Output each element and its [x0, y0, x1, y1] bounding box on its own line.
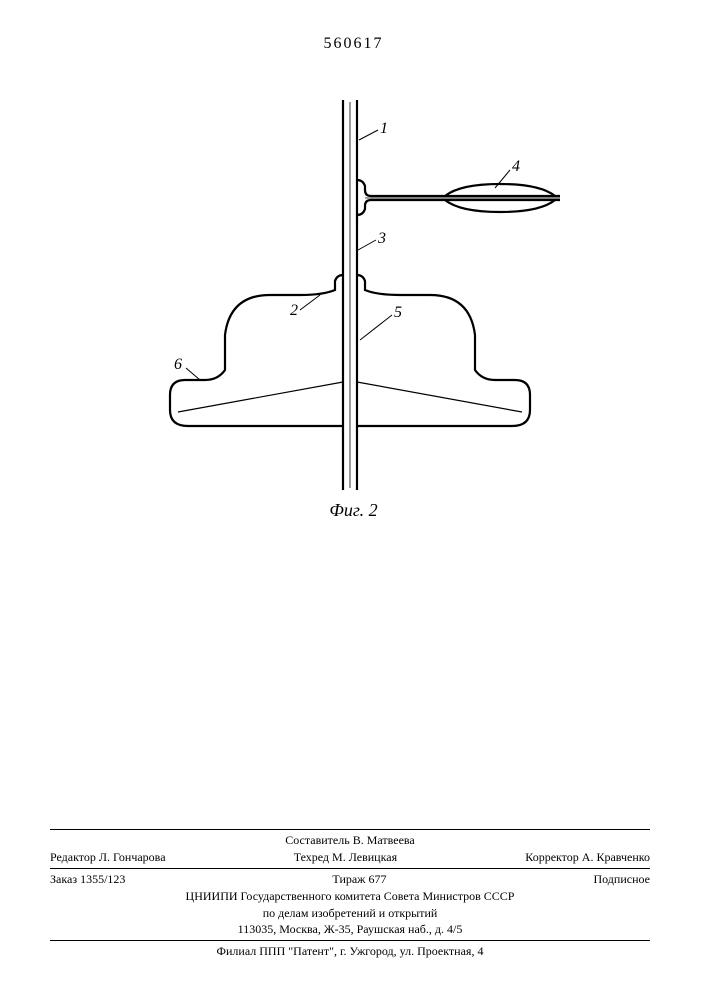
corrector-name: А. Кравченко [582, 850, 650, 864]
podpisnoe: Подписное [593, 871, 650, 888]
footer-rule-2 [50, 868, 650, 869]
callout-5: 5 [394, 304, 402, 322]
tirazh-value: 677 [368, 872, 386, 886]
editor-name: Л. Гончарова [99, 850, 166, 864]
footer-rule-3 [50, 940, 650, 941]
figure-svg [0, 80, 707, 520]
compiler-label: Составитель [285, 833, 349, 847]
compiler-line: Составитель В. Матвеева [50, 832, 650, 849]
callout-2: 2 [290, 302, 298, 320]
tirazh-label: Тираж [332, 872, 365, 886]
order-value: 1355/123 [80, 872, 125, 886]
editor-label: Редактор [50, 850, 96, 864]
callout-3: 3 [378, 230, 386, 248]
branch-line: Филиал ППП "Патент", г. Ужгород, ул. Про… [50, 943, 650, 960]
editor-cell: Редактор Л. Гончарова [50, 849, 166, 866]
techred-cell: Техред М. Левицкая [294, 849, 397, 866]
footer-rule-1 [50, 829, 650, 830]
order-row: Заказ 1355/123 Тираж 677 Подписное [50, 871, 650, 888]
footer-block: Составитель В. Матвеева Редактор Л. Гонч… [50, 827, 650, 960]
callout-6: 6 [174, 356, 182, 374]
callout-4: 4 [512, 158, 520, 176]
page-number: 560617 [0, 35, 707, 53]
techred-name: М. Левицкая [332, 850, 397, 864]
corrector-label: Корректор [525, 850, 579, 864]
callout-1: 1 [380, 120, 388, 138]
order-label: Заказ [50, 872, 77, 886]
corrector-cell: Корректор А. Кравченко [525, 849, 650, 866]
techred-label: Техред [294, 850, 329, 864]
credits-row: Редактор Л. Гончарова Техред М. Левицкая… [50, 849, 650, 866]
figure-caption: Фиг. 2 [0, 500, 707, 521]
tirazh-cell: Тираж 677 [332, 871, 386, 888]
org-line1: ЦНИИПИ Государственного комитета Совета … [50, 888, 650, 905]
org-line2: по делам изобретений и открытий [50, 905, 650, 922]
compiler-name: В. Матвеева [353, 833, 415, 847]
org-addr: 113035, Москва, Ж-35, Раушская наб., д. … [50, 921, 650, 938]
order-cell: Заказ 1355/123 [50, 871, 125, 888]
figure-container: 1 2 3 4 5 6 [0, 80, 707, 520]
